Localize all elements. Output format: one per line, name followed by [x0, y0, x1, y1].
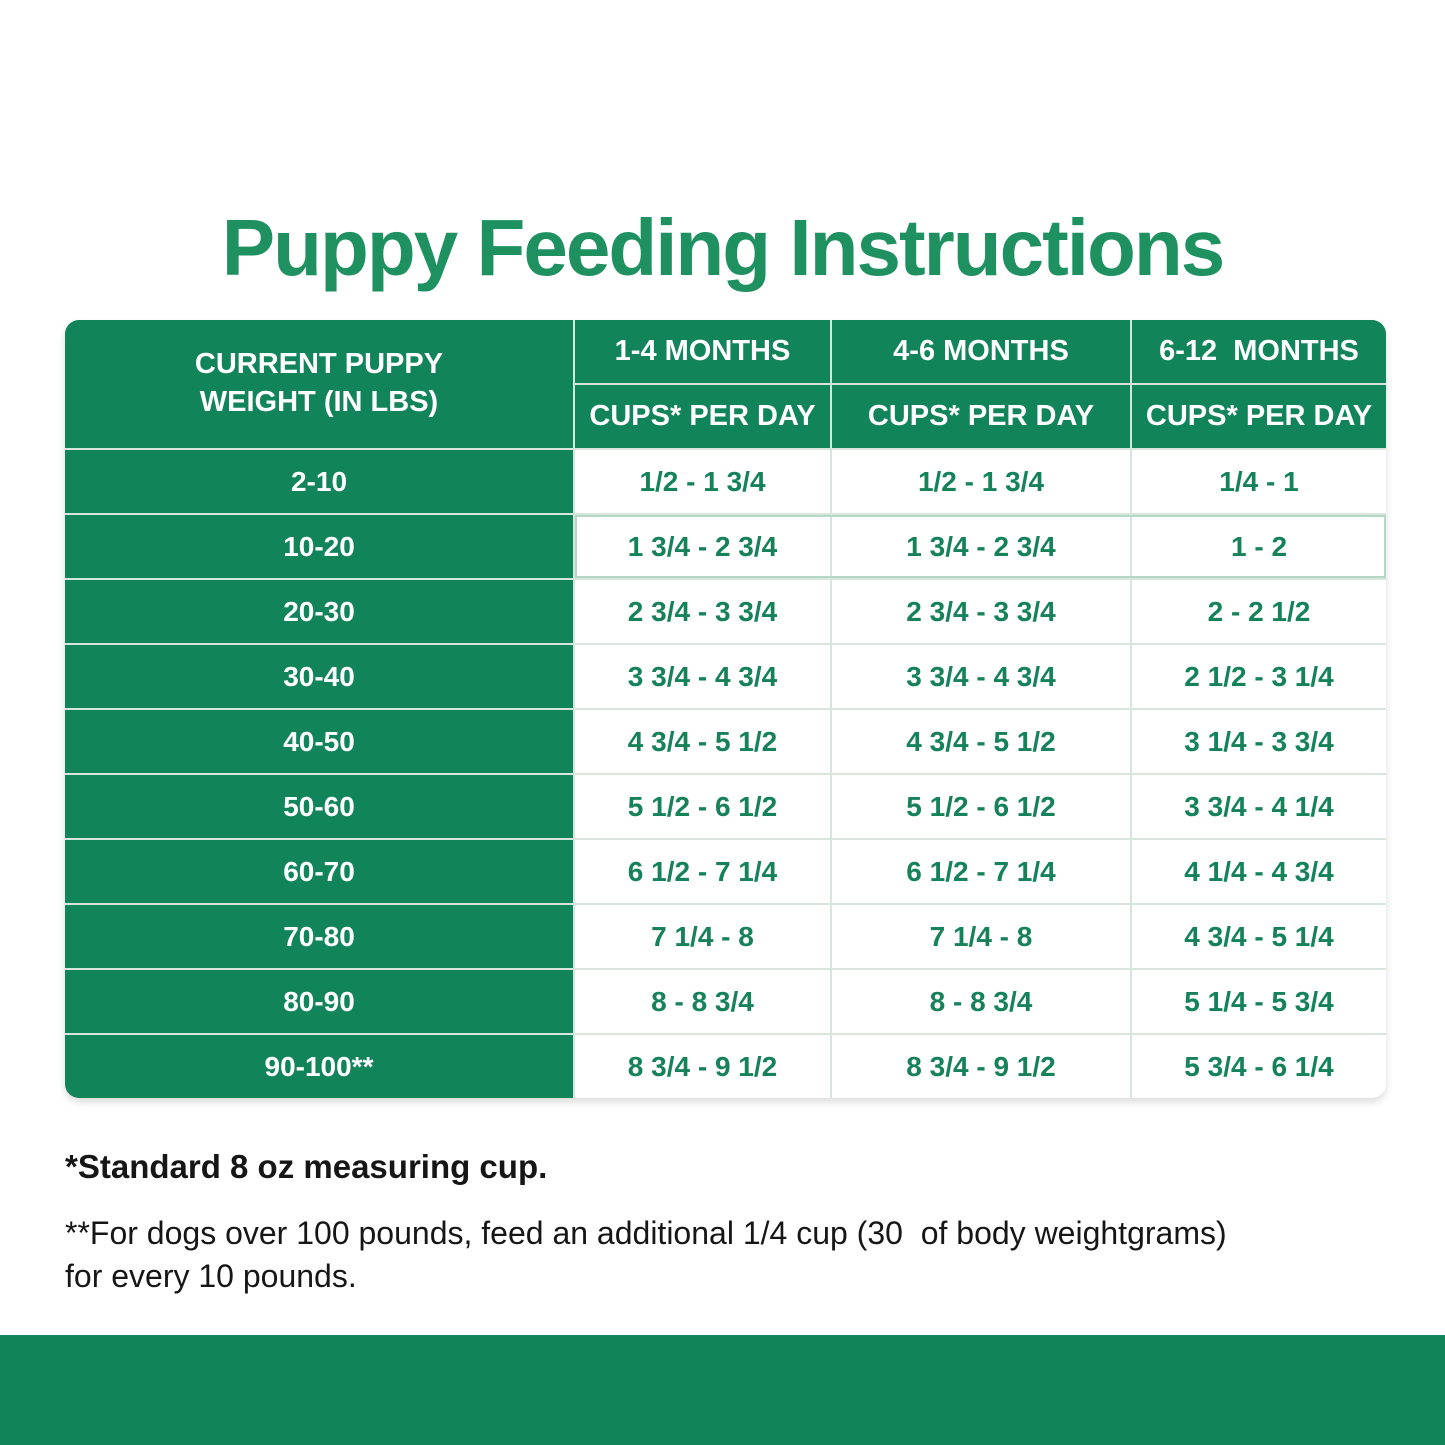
value-cell: 6 1/2 - 7 1/4: [575, 840, 830, 903]
value-cell: 5 1/2 - 6 1/2: [575, 775, 830, 838]
value-cell: 3 3/4 - 4 3/4: [575, 645, 830, 708]
value-cell: 6 1/2 - 7 1/4: [832, 840, 1130, 903]
value-cell: 1 - 2: [1132, 515, 1386, 578]
row-weight-label: 90-100**: [65, 1035, 573, 1098]
footnote-large-dogs: **For dogs over 100 pounds, feed an addi…: [65, 1215, 1227, 1294]
value-cell: 7 1/4 - 8: [575, 905, 830, 968]
unit-header-cups-per-day-3: CUPS* PER DAY: [1132, 385, 1386, 448]
footnotes: *Standard 8 oz measuring cup. **For dogs…: [65, 1148, 1405, 1298]
row-weight-label: 20-30: [65, 580, 573, 643]
value-cell: 2 3/4 - 3 3/4: [575, 580, 830, 643]
row-weight-label: 50-60: [65, 775, 573, 838]
value-cell: 5 1/2 - 6 1/2: [832, 775, 1130, 838]
value-cell: 4 3/4 - 5 1/2: [575, 710, 830, 773]
value-cell: 2 - 2 1/2: [1132, 580, 1386, 643]
value-cell: 2 1/2 - 3 1/4: [1132, 645, 1386, 708]
value-cell: 5 1/4 - 5 3/4: [1132, 970, 1386, 1033]
value-cell: 8 3/4 - 9 1/2: [575, 1035, 830, 1098]
value-cell: 8 3/4 - 9 1/2: [832, 1035, 1130, 1098]
value-cell: 4 3/4 - 5 1/2: [832, 710, 1130, 773]
row-weight-label: 2-10: [65, 450, 573, 513]
row-weight-label: 30-40: [65, 645, 573, 708]
value-cell: 4 1/4 - 4 3/4: [1132, 840, 1386, 903]
value-cell: 7 1/4 - 8: [832, 905, 1130, 968]
feeding-table: CURRENT PUPPY WEIGHT (IN LBS) 1-4 MONTHS…: [65, 320, 1386, 1098]
value-cell: 1 3/4 - 2 3/4: [832, 515, 1130, 578]
row-weight-label: 10-20: [65, 515, 573, 578]
value-cell: 1/4 - 1: [1132, 450, 1386, 513]
value-cell: 1 3/4 - 2 3/4: [575, 515, 830, 578]
age-column-header-4-6-months: 4-6 MONTHS: [832, 320, 1130, 383]
value-cell: 3 1/4 - 3 3/4: [1132, 710, 1386, 773]
value-cell: 8 - 8 3/4: [575, 970, 830, 1033]
row-weight-label: 40-50: [65, 710, 573, 773]
value-cell: 1/2 - 1 3/4: [832, 450, 1130, 513]
age-column-header-6-12-months: 6-12 MONTHS: [1132, 320, 1386, 383]
value-cell: 3 3/4 - 4 3/4: [832, 645, 1130, 708]
footnote-measuring-cup: *Standard 8 oz measuring cup.: [65, 1148, 548, 1185]
value-cell: 2 3/4 - 3 3/4: [832, 580, 1130, 643]
unit-header-cups-per-day-2: CUPS* PER DAY: [832, 385, 1130, 448]
row-weight-label: 80-90: [65, 970, 573, 1033]
page-title: Puppy Feeding Instructions: [221, 202, 1225, 292]
value-cell: 8 - 8 3/4: [832, 970, 1130, 1033]
value-cell: 1/2 - 1 3/4: [575, 450, 830, 513]
weight-column-header: CURRENT PUPPY WEIGHT (IN LBS): [65, 320, 573, 448]
value-cell: 3 3/4 - 4 1/4: [1132, 775, 1386, 838]
bottom-brand-bar: [0, 1335, 1445, 1445]
age-column-header-1-4-months: 1-4 MONTHS: [575, 320, 830, 383]
unit-header-cups-per-day-1: CUPS* PER DAY: [575, 385, 830, 448]
row-weight-label: 70-80: [65, 905, 573, 968]
value-cell: 4 3/4 - 5 1/4: [1132, 905, 1386, 968]
row-weight-label: 60-70: [65, 840, 573, 903]
value-cell: 5 3/4 - 6 1/4: [1132, 1035, 1386, 1098]
